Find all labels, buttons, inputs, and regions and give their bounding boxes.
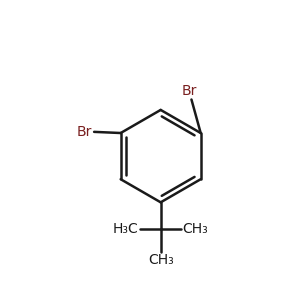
Text: Br: Br [182, 84, 197, 98]
Text: Br: Br [77, 125, 92, 139]
Text: CH₃: CH₃ [183, 222, 208, 236]
Text: CH₃: CH₃ [148, 253, 174, 267]
Text: H₃C: H₃C [113, 222, 139, 236]
